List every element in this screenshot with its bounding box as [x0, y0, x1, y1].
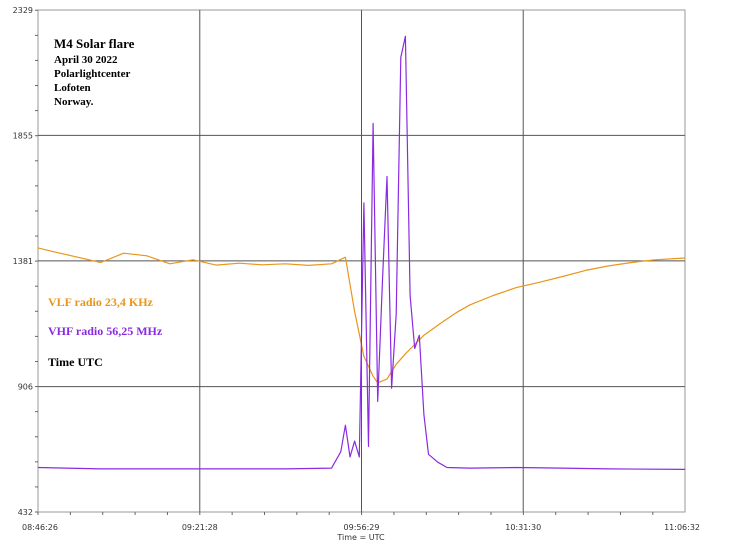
chart-subtitle-org: Polarlightcenter — [54, 68, 130, 80]
x-axis-label: Time = UTC — [336, 533, 385, 542]
x-tick-label: 11:06:32 — [664, 523, 700, 532]
legend-vlf: VLF radio 23,4 KHz — [48, 295, 154, 309]
y-tick-label: 1381 — [13, 257, 33, 266]
y-tick-label: 1855 — [13, 131, 33, 140]
x-tick-label: 08:46:26 — [22, 523, 58, 532]
chart-subtitle-place: Lofoten — [54, 82, 91, 94]
y-tick-label: 906 — [18, 383, 33, 392]
y-tick-label: 432 — [18, 508, 33, 517]
y-tick-label: 2329 — [13, 6, 33, 15]
x-tick-label: 09:56:29 — [344, 523, 380, 532]
legend-time: Time UTC — [48, 355, 103, 369]
chart-subtitle-country: Norway. — [54, 96, 94, 108]
x-tick-label: 09:21:28 — [182, 523, 218, 532]
chart-title: M4 Solar flare — [54, 36, 135, 51]
series-vhf-line — [37, 35, 686, 470]
chart-subtitle-date: April 30 2022 — [54, 54, 118, 66]
legend-vhf: VHF radio 56,25 MHz — [48, 324, 163, 338]
x-tick-label: 10:31:30 — [505, 523, 541, 532]
